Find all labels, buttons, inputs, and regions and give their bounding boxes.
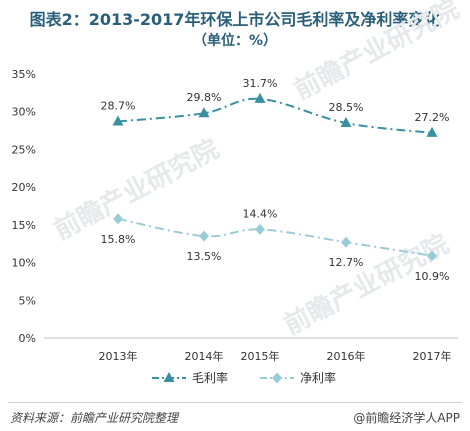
legend-item-net-margin: 净利率 xyxy=(260,370,336,385)
x-tick-label: 2013年 xyxy=(99,349,138,363)
series-line xyxy=(117,97,433,134)
y-tick-label: 25% xyxy=(12,143,36,156)
data-label: 10.9% xyxy=(415,270,450,283)
y-tick-label: 30% xyxy=(12,106,36,119)
chart-title: 图表2：2013-2017年环保上市公司毛利率及净利率变化 xyxy=(29,10,441,29)
legend-marker xyxy=(272,372,282,384)
y-tick-label: 0% xyxy=(19,332,36,345)
x-axis: 2013年 2014年 2015年 2016年 2017年 xyxy=(44,337,458,363)
data-label: 29.8% xyxy=(187,91,222,104)
y-tick-label: 15% xyxy=(12,219,36,232)
y-tick-label: 35% xyxy=(12,68,36,81)
series-gross-margin: 28.7% 29.8% 31.7% 28.5% 27.2% xyxy=(101,77,450,137)
data-point xyxy=(255,223,265,235)
x-tick-label: 2015年 xyxy=(241,349,280,363)
y-tick-label: 5% xyxy=(19,294,36,307)
y-axis: 0% 5% 10% 15% 20% 25% 30% 35% xyxy=(12,68,36,345)
footer-divider xyxy=(8,402,462,403)
data-label: 31.7% xyxy=(243,77,278,90)
x-tick-label: 2016年 xyxy=(327,349,366,363)
data-point xyxy=(113,213,123,225)
data-label: 12.7% xyxy=(329,256,364,269)
data-point xyxy=(198,107,210,118)
footer: 资料来源：前瞻产业研究院整理 @前瞻经济学人APP xyxy=(0,398,470,431)
series-line xyxy=(117,217,433,257)
x-tick-label: 2014年 xyxy=(185,349,224,363)
series-net-margin: 15.8% 13.5% 14.4% 12.7% 10.9% xyxy=(101,207,450,282)
source-note: 资料来源：前瞻产业研究院整理 xyxy=(10,411,179,425)
watermark-text: 前瞻产业研究院 xyxy=(289,0,464,106)
data-label: 27.2% xyxy=(415,111,450,124)
series-layer: 28.7% 29.8% 31.7% 28.5% 27.2% 15.8% 13.5% 14.4%… xyxy=(101,77,450,283)
data-point xyxy=(254,92,266,103)
legend-label: 净利率 xyxy=(300,370,336,385)
data-label: 13.5% xyxy=(187,250,222,263)
data-point xyxy=(199,230,209,242)
watermark-text: 前瞻产业研究院 xyxy=(49,133,224,246)
chart-subtitle: （单位：%） xyxy=(192,33,278,49)
data-label: 28.7% xyxy=(101,100,136,113)
x-tick-label: 2017年 xyxy=(413,349,452,363)
y-tick-label: 10% xyxy=(12,257,36,270)
data-point xyxy=(112,115,124,126)
data-point xyxy=(340,117,352,128)
legend-marker xyxy=(163,372,175,382)
data-point xyxy=(426,126,438,137)
legend-label: 毛利率 xyxy=(192,370,228,385)
legend: 毛利率 净利率 xyxy=(152,370,336,385)
data-label: 14.4% xyxy=(243,207,278,220)
data-point xyxy=(427,250,437,262)
legend-item-gross-margin: 毛利率 xyxy=(152,370,228,385)
data-label: 28.5% xyxy=(329,101,364,114)
data-label: 15.8% xyxy=(101,233,136,246)
data-point xyxy=(341,236,351,248)
brand-credit: @前瞻经济学人APP xyxy=(353,411,460,425)
y-tick-label: 20% xyxy=(12,181,36,194)
